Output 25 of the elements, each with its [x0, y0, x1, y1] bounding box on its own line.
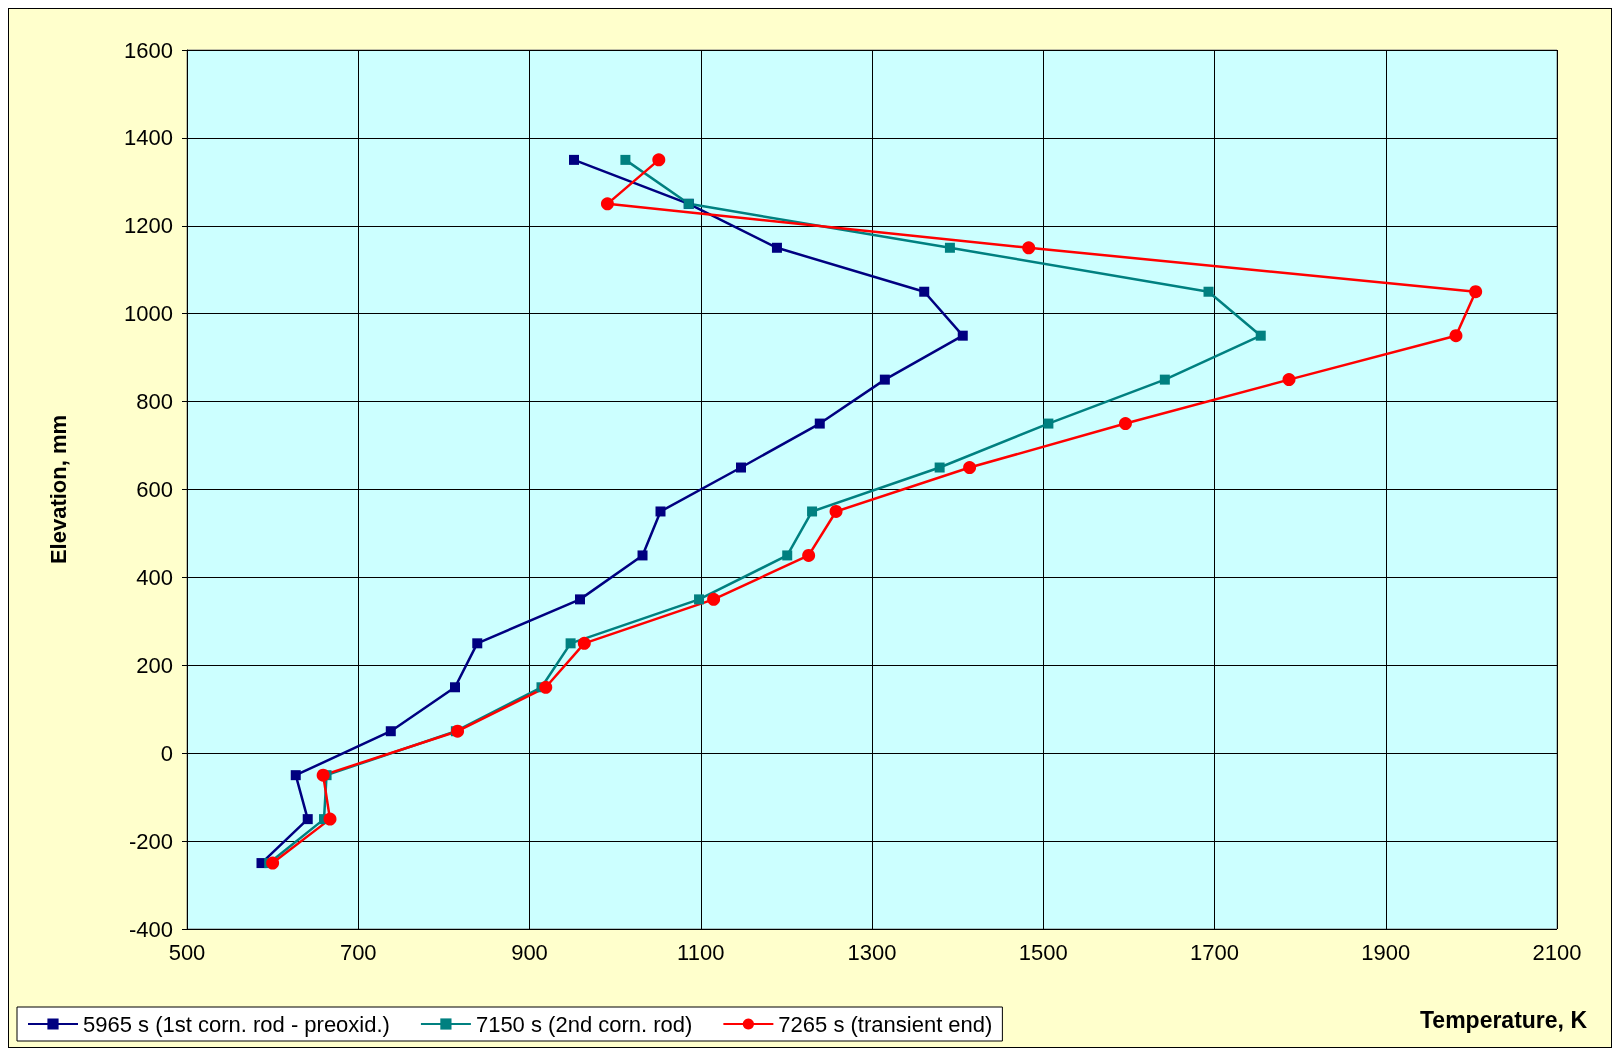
- x-tick-label: 1100: [677, 939, 725, 965]
- y-tick-label: -400: [128, 916, 173, 942]
- y-tick-label: 1000: [124, 301, 173, 327]
- x-tick-label: 900: [511, 939, 548, 965]
- y-tick-label: 800: [136, 389, 173, 415]
- y-tick-label: 1400: [124, 125, 173, 151]
- legend-label: 7265 s (transient end): [778, 1011, 993, 1037]
- x-tick-label: 700: [339, 939, 377, 965]
- y-tick-label: 600: [136, 477, 173, 502]
- y-tick-label: 200: [136, 652, 173, 678]
- x-axis-title: Temperature, K: [1419, 1006, 1588, 1033]
- x-tick-label: 1500: [1018, 939, 1068, 965]
- x-tick-label: 2100: [1532, 939, 1582, 965]
- x-tick-label: 1300: [847, 939, 897, 965]
- y-tick-label: -200: [128, 828, 173, 854]
- legend-label: 5965 s (1st corn. rod - preoxid.): [83, 1011, 390, 1037]
- x-tick-label: 1700: [1190, 939, 1239, 965]
- y-tick-label: 1200: [124, 213, 173, 239]
- legend-label: 7150 s (2nd corn. rod): [475, 1011, 693, 1037]
- y-tick-label: 0: [160, 740, 173, 766]
- x-tick-label: 1900: [1361, 939, 1411, 965]
- x-tick-label: 500: [168, 939, 206, 965]
- y-axis-title: Elevation, mm: [45, 414, 71, 565]
- y-tick-label: 1600: [124, 37, 173, 63]
- y-tick-label: 400: [136, 564, 173, 590]
